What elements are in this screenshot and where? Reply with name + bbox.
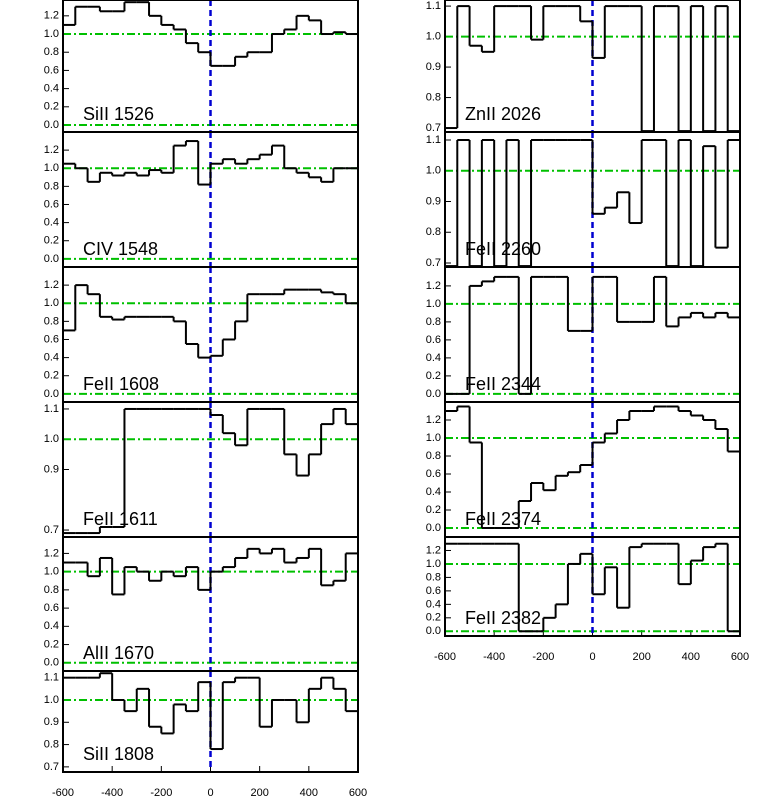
y-tick-label: 0.8: [426, 316, 441, 328]
panel-frame: [444, 536, 741, 637]
y-tick-label: 0.2: [44, 235, 59, 247]
line-label: FeII 2344: [465, 374, 541, 394]
y-tick-label: 0.7: [44, 524, 59, 536]
y-tick-label: 1.0: [426, 30, 441, 42]
y-tick-label: 0.9: [44, 463, 59, 475]
y-tick-label: 1.2: [44, 144, 59, 156]
line-label: FeII 1608: [83, 374, 159, 394]
x-tick-label: -200: [150, 787, 172, 799]
x-tick-label: -200: [532, 651, 554, 663]
y-tick-label: 0.7: [426, 122, 441, 134]
line-label: AlII 1670: [83, 643, 154, 663]
y-tick-label: 0.7: [426, 257, 441, 269]
line-label: FeII 2374: [465, 509, 541, 529]
y-tick-label: 1.0: [44, 433, 59, 445]
line-label: ZnII 2026: [465, 104, 541, 124]
y-tick-label: 0.9: [426, 61, 441, 73]
y-tick-label: 0.8: [426, 571, 441, 583]
y-tick-label: 0.2: [426, 370, 441, 382]
y-tick-label: 0.8: [44, 738, 59, 750]
y-tick-label: 1.2: [426, 544, 441, 556]
y-tick-label: 0.0: [44, 657, 59, 669]
y-tick-label: 1.0: [44, 162, 59, 174]
y-tick-label: 0.4: [426, 486, 441, 498]
y-tick-label: 0.8: [44, 180, 59, 192]
y-tick-label: 0.4: [426, 598, 441, 610]
y-tick-label: 1.0: [44, 28, 59, 40]
y-tick-label: 0.7: [44, 761, 59, 773]
y-tick-label: 0.4: [44, 83, 59, 95]
y-tick-label: 1.2: [44, 547, 59, 559]
y-tick-label: 0.0: [426, 522, 441, 534]
x-tick-label: 600: [731, 651, 749, 663]
line-label: SiII 1808: [83, 744, 154, 764]
x-tick-label: -600: [434, 651, 456, 663]
y-tick-label: 0.2: [44, 370, 59, 382]
x-tick-label: 400: [682, 651, 700, 663]
panel-frame: [62, 670, 359, 773]
y-tick-label: 0.8: [44, 584, 59, 596]
y-tick-label: 0.2: [426, 504, 441, 516]
y-tick-label: 0.6: [44, 602, 59, 614]
y-tick-label: 0.8: [44, 315, 59, 327]
x-tick-label: -400: [101, 787, 123, 799]
y-tick-label: 0.4: [426, 352, 441, 364]
x-tick-label: -400: [483, 651, 505, 663]
y-tick-label: 1.0: [44, 694, 59, 706]
y-tick-label: 0.4: [44, 352, 59, 364]
x-tick-label: -600: [52, 787, 74, 799]
y-tick-label: 0.8: [426, 226, 441, 238]
y-tick-label: 0.6: [426, 468, 441, 480]
y-tick-label: 0.8: [44, 46, 59, 58]
x-tick-label: 600: [349, 787, 367, 799]
x-tick-label: 200: [250, 787, 268, 799]
y-tick-label: 0.8: [426, 91, 441, 103]
y-tick-label: 1.2: [426, 414, 441, 426]
y-tick-label: 0.6: [426, 585, 441, 597]
y-tick-label: 0.0: [44, 388, 59, 400]
y-tick-label: 0.4: [44, 217, 59, 229]
line-label: FeII 1611: [83, 509, 158, 529]
y-tick-label: 0.8: [426, 450, 441, 462]
y-tick-label: 1.2: [426, 280, 441, 292]
y-tick-label: 1.0: [426, 165, 441, 177]
y-tick-label: 1.2: [44, 279, 59, 291]
y-tick-label: 0.2: [44, 638, 59, 650]
y-tick-label: 0.6: [44, 333, 59, 345]
y-tick-label: 0.2: [426, 612, 441, 624]
line-label: CIV 1548: [83, 239, 158, 259]
line-label: SiII 1526: [83, 104, 154, 124]
line-label: FeII 2260: [465, 239, 541, 259]
x-tick-label: 400: [300, 787, 318, 799]
y-tick-label: 1.2: [44, 10, 59, 22]
y-tick-label: 1.1: [44, 672, 59, 684]
y-tick-label: 1.1: [426, 134, 441, 146]
y-tick-label: 0.6: [44, 64, 59, 76]
y-tick-label: 0.9: [426, 195, 441, 207]
y-tick-label: 0.4: [44, 620, 59, 632]
y-tick-label: 1.0: [44, 566, 59, 578]
y-tick-label: 0.6: [44, 198, 59, 210]
y-tick-label: 0.9: [44, 716, 59, 728]
y-tick-label: 1.0: [426, 432, 441, 444]
y-tick-label: 1.0: [426, 298, 441, 310]
y-tick-label: 0.0: [44, 119, 59, 131]
y-tick-label: 1.1: [44, 403, 59, 415]
y-tick-label: 1.0: [44, 297, 59, 309]
y-tick-label: 0.0: [44, 253, 59, 265]
y-tick-label: 0.0: [426, 388, 441, 400]
y-tick-label: 0.2: [44, 101, 59, 113]
y-tick-label: 1.1: [426, 0, 441, 12]
y-tick-label: 0.6: [426, 334, 441, 346]
line-label: FeII 2382: [465, 608, 541, 628]
x-tick-label: 200: [632, 651, 650, 663]
y-tick-label: 1.0: [426, 558, 441, 570]
y-tick-label: 0.0: [426, 625, 441, 637]
x-tick-label: 0: [207, 787, 213, 799]
x-tick-label: 0: [589, 651, 595, 663]
